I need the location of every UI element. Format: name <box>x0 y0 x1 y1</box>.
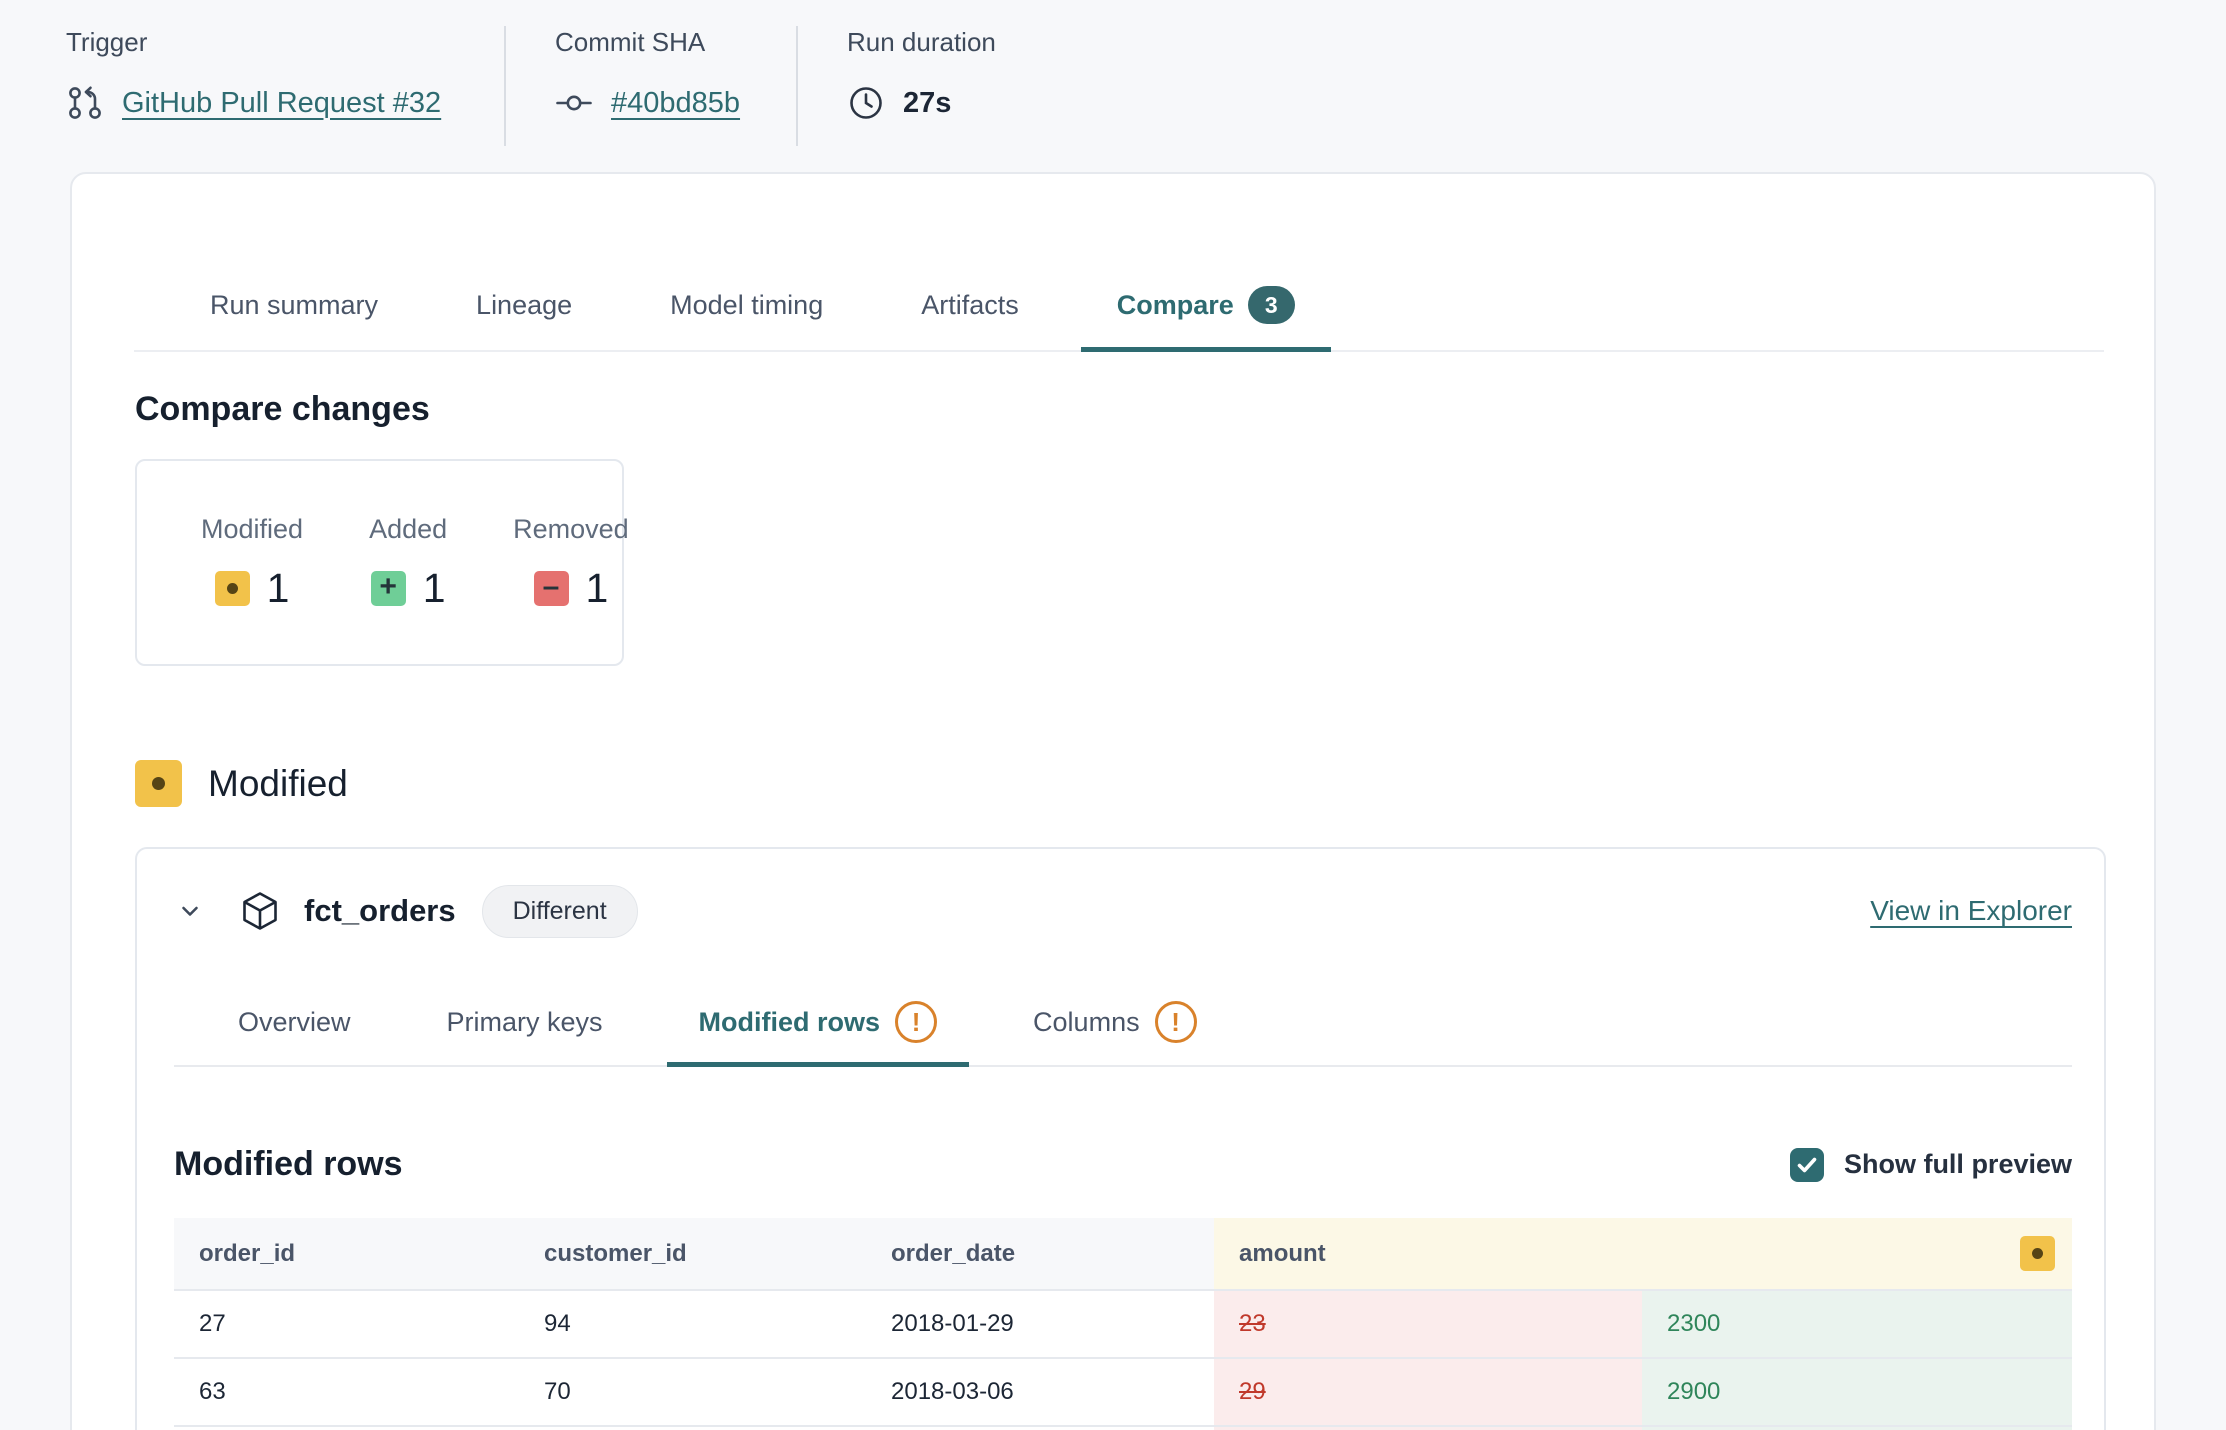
commit-meta: Commit SHA #40bd85b <box>504 26 796 146</box>
trigger-link[interactable]: GitHub Pull Request #32 <box>122 86 442 119</box>
modified-rows-title: Modified rows <box>174 1145 403 1183</box>
stat-added-label: Added <box>369 513 448 544</box>
table-header-row: order_id customer_id order_date amount <box>174 1218 2072 1289</box>
modified-marker-icon <box>214 570 250 606</box>
commit-sha-link[interactable]: #40bd85b <box>611 86 741 119</box>
new-value-cell: 2900 <box>1642 1359 2072 1425</box>
model-card-header: fct_orders Different View in Explorer <box>174 884 2072 938</box>
run-detail-card: Run summary Lineage Model timing Artifac… <box>70 172 2156 1430</box>
modified-rows-table: order_id customer_id order_date amount 2… <box>174 1218 2072 1430</box>
new-value-cell: 2300 <box>1642 1291 2072 1357</box>
stat-added-value: 1 <box>422 564 446 611</box>
trigger-meta: Trigger GitHub Pull Request #32 <box>0 26 504 146</box>
tab-columns[interactable]: Columns ! <box>1001 1001 1229 1065</box>
added-marker-icon: + <box>370 570 406 606</box>
warning-icon: ! <box>895 1001 938 1043</box>
stat-removed-label: Removed <box>513 513 629 544</box>
col-header-order-date: order_date <box>866 1218 1214 1289</box>
checkbox-checked-icon[interactable] <box>1789 1147 1824 1182</box>
modified-section-header: Modified <box>135 760 2154 807</box>
table-row: 27 94 2018-01-29 23 2300 <box>174 1289 2072 1357</box>
new-value-cell <box>1642 1427 2072 1430</box>
compare-changes-heading: Compare changes <box>135 390 430 428</box>
col-header-customer-id: customer_id <box>519 1218 866 1289</box>
duration-label: Run duration <box>847 27 996 57</box>
modified-rows-header: Modified rows Show full preview <box>174 1145 2072 1184</box>
modified-section-title: Modified <box>208 762 348 804</box>
model-detail-tabs: Overview Primary keys Modified rows ! Co… <box>174 1001 2072 1067</box>
model-status-badge: Different <box>481 884 638 938</box>
compare-stats-box: Modified 1 Added + 1 Removed – 1 <box>135 459 629 666</box>
stat-removed: Removed – 1 <box>513 514 629 612</box>
stat-modified: Modified 1 <box>201 514 303 612</box>
commit-label: Commit SHA <box>555 27 706 57</box>
stat-modified-label: Modified <box>201 513 304 544</box>
table-row-partial <box>174 1425 2072 1430</box>
stat-added: Added + 1 <box>369 514 447 612</box>
tab-modified-rows[interactable]: Modified rows ! <box>666 1001 970 1067</box>
show-full-preview-toggle[interactable]: Show full preview <box>1789 1147 2072 1182</box>
model-card-fct-orders: fct_orders Different View in Explorer Ov… <box>135 847 2106 1430</box>
table-row: 63 70 2018-03-06 29 2900 <box>174 1357 2072 1425</box>
old-value-cell <box>1214 1427 1642 1430</box>
tab-model-timing[interactable]: Model timing <box>670 289 824 320</box>
trigger-label: Trigger <box>66 27 148 57</box>
tab-lineage[interactable]: Lineage <box>476 289 573 320</box>
warning-icon: ! <box>1154 1001 1197 1043</box>
pull-request-icon <box>66 84 104 122</box>
model-cube-icon <box>238 889 282 933</box>
view-in-explorer-link[interactable]: View in Explorer <box>1870 895 2072 926</box>
tab-overview[interactable]: Overview <box>238 1006 351 1037</box>
modified-marker-icon <box>135 760 182 807</box>
old-value-cell: 29 <box>1214 1359 1642 1425</box>
stat-modified-value: 1 <box>266 564 290 611</box>
tab-artifacts[interactable]: Artifacts <box>921 289 1019 320</box>
duration-value: 27s <box>903 86 952 119</box>
tab-compare[interactable]: Compare 3 <box>1080 286 1331 352</box>
duration-meta: Run duration 27s <box>796 26 1044 146</box>
commit-icon <box>555 84 593 122</box>
run-meta-bar: Trigger GitHub Pull Request #32 Commit S… <box>0 0 2226 146</box>
old-value-cell: 23 <box>1214 1291 1642 1357</box>
col-header-amount: amount <box>1214 1218 2072 1289</box>
removed-marker-icon: – <box>533 570 569 606</box>
model-name: fct_orders <box>304 893 456 928</box>
stat-removed-value: 1 <box>585 564 609 611</box>
modified-marker-icon <box>2020 1236 2055 1271</box>
compare-count-badge: 3 <box>1247 286 1295 324</box>
tab-primary-keys[interactable]: Primary keys <box>446 1006 603 1037</box>
show-full-preview-label: Show full preview <box>1843 1149 2072 1179</box>
tab-run-summary[interactable]: Run summary <box>210 289 379 320</box>
chevron-down-icon[interactable] <box>174 895 206 927</box>
run-tabs: Run summary Lineage Model timing Artifac… <box>134 286 2104 352</box>
clock-icon <box>847 84 885 122</box>
col-header-order-id: order_id <box>174 1218 519 1289</box>
